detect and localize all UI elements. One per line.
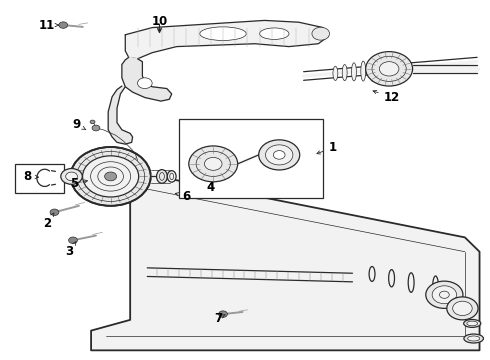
Text: 9: 9 (73, 118, 86, 131)
Circle shape (90, 120, 95, 124)
Bar (15, 164, 64, 193)
Circle shape (59, 22, 68, 28)
Ellipse shape (464, 319, 481, 327)
Bar (179, 119, 323, 198)
Text: 8: 8 (24, 170, 39, 183)
Circle shape (50, 209, 59, 216)
Ellipse shape (389, 270, 394, 287)
Text: 5: 5 (70, 177, 87, 190)
Text: 11: 11 (39, 19, 58, 32)
Ellipse shape (379, 58, 384, 81)
Ellipse shape (408, 273, 414, 292)
Circle shape (432, 286, 457, 304)
Ellipse shape (200, 27, 246, 41)
Ellipse shape (369, 266, 375, 282)
Circle shape (273, 150, 285, 159)
Ellipse shape (342, 64, 347, 81)
Ellipse shape (433, 276, 439, 298)
Circle shape (105, 172, 117, 181)
Text: 12: 12 (373, 90, 400, 104)
Circle shape (189, 146, 238, 182)
Polygon shape (108, 86, 133, 144)
Ellipse shape (260, 28, 289, 40)
Text: 2: 2 (43, 213, 54, 230)
Ellipse shape (351, 63, 356, 81)
Ellipse shape (370, 59, 375, 81)
Text: 4: 4 (207, 181, 215, 194)
Ellipse shape (467, 321, 478, 326)
Text: 1: 1 (317, 141, 337, 154)
Circle shape (71, 147, 151, 206)
Circle shape (453, 301, 472, 316)
Circle shape (61, 168, 82, 184)
Circle shape (219, 311, 227, 318)
Circle shape (259, 140, 300, 170)
Ellipse shape (157, 170, 167, 183)
Text: 7: 7 (214, 311, 225, 325)
Polygon shape (91, 171, 480, 350)
Circle shape (366, 51, 413, 86)
Circle shape (426, 281, 463, 309)
Text: 10: 10 (151, 15, 168, 31)
Circle shape (266, 145, 293, 165)
Ellipse shape (333, 66, 338, 81)
Ellipse shape (361, 61, 366, 81)
Circle shape (379, 62, 399, 76)
Circle shape (312, 27, 330, 40)
Circle shape (69, 237, 77, 243)
Circle shape (83, 156, 139, 197)
Polygon shape (122, 57, 172, 101)
Polygon shape (125, 21, 328, 59)
Text: 6: 6 (175, 190, 191, 203)
Ellipse shape (167, 171, 176, 182)
Circle shape (204, 157, 222, 170)
Circle shape (447, 297, 478, 320)
Ellipse shape (467, 336, 480, 341)
Circle shape (66, 172, 77, 181)
Circle shape (92, 125, 100, 131)
Ellipse shape (464, 334, 484, 343)
Circle shape (138, 78, 152, 89)
Text: 3: 3 (65, 242, 76, 258)
